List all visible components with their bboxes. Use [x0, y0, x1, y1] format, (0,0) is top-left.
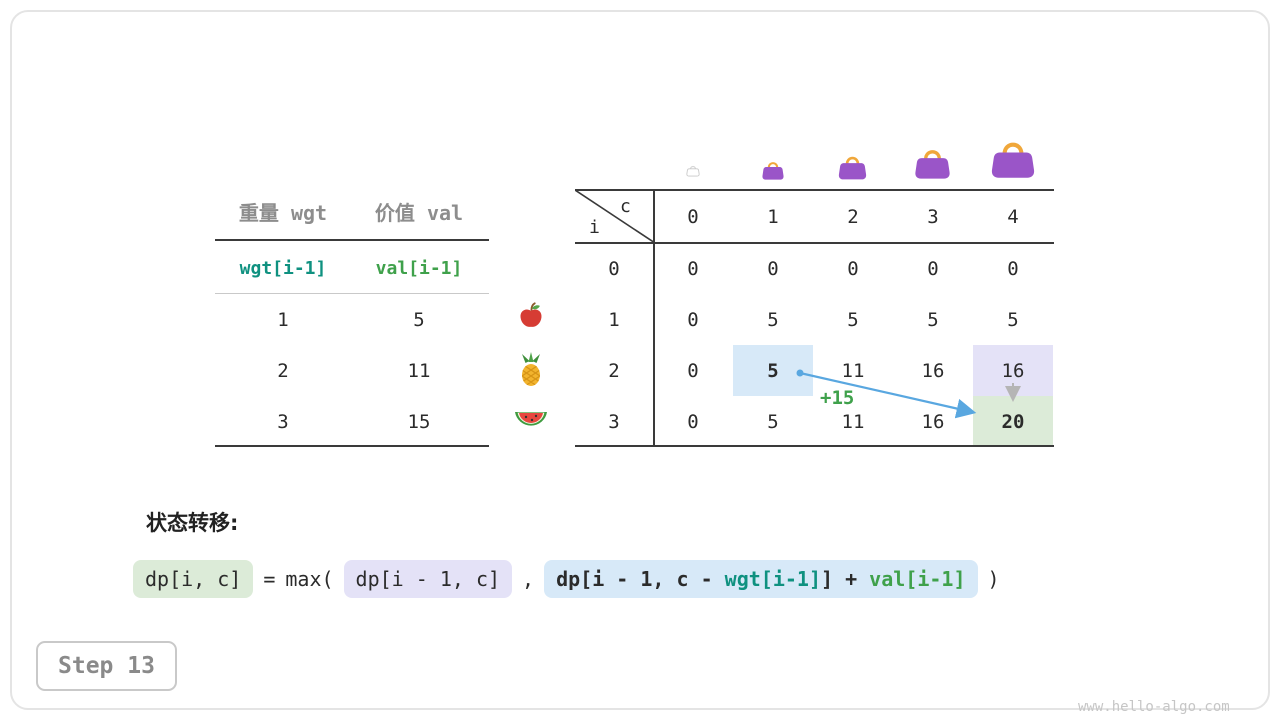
site-watermark: www.hello-algo.com — [1078, 699, 1230, 715]
weights-table-cell: 15 — [407, 410, 431, 433]
dp-row-header: 2 — [608, 359, 620, 382]
dp-cell: 0 — [927, 257, 939, 280]
weights-table-header-val: 价值 val — [374, 200, 464, 225]
dp-cell: 5 — [1007, 308, 1019, 331]
dp-cell: 0 — [687, 308, 699, 331]
bag-medium-icon — [838, 156, 867, 180]
dp-table-header-divider — [575, 242, 1054, 244]
formula-lhs-box: dp[i, c] — [133, 560, 254, 598]
dp-col-header: 2 — [847, 205, 859, 228]
formula-equals: = — [263, 567, 276, 591]
weights-table-cell: 11 — [407, 359, 431, 382]
weights-table-cell: 1 — [277, 308, 289, 331]
dp-cell: 5 — [767, 410, 779, 433]
dp-cell: 0 — [687, 410, 699, 433]
dp-table-bottom-divider — [575, 445, 1054, 447]
dp-col-header: 3 — [927, 205, 939, 228]
weights-table-var-wgt: wgt[i-1] — [239, 258, 327, 279]
formula-arg2-prefix: dp[i - 1, c - — [556, 567, 725, 591]
formula-comma: , — [522, 567, 535, 591]
dp-row-header: 3 — [608, 410, 620, 433]
formula-arg1-box: dp[i - 1, c] — [343, 560, 513, 598]
pineapple-icon — [522, 352, 540, 386]
dp-corner-i-label: i — [589, 217, 600, 238]
weights-table-cell: 5 — [413, 308, 425, 331]
dp-cell-result: 20 — [1001, 410, 1025, 433]
weights-table-var-val: val[i-1] — [375, 258, 463, 279]
dp-row-header: 1 — [608, 308, 620, 331]
dp-cell: 5 — [927, 308, 939, 331]
dp-corner-c-label: c — [620, 196, 631, 217]
empty-bag-icon — [686, 165, 700, 177]
dp-corner-diagonal — [575, 190, 655, 243]
dp-cell: 0 — [687, 257, 699, 280]
step-badge: Step 13 — [36, 641, 177, 691]
dp-cell: 16 — [921, 410, 945, 433]
transition-title: 状态转移: — [146, 511, 239, 535]
weights-table-var-divider — [215, 293, 489, 294]
formula-close-paren: ) — [987, 567, 1000, 591]
dp-table-top-divider — [575, 189, 1054, 191]
apple-icon — [520, 302, 542, 327]
dp-cell-source: 5 — [767, 359, 779, 382]
dp-col-header: 4 — [1007, 205, 1019, 228]
plus-value-annotation: +15 — [820, 387, 855, 409]
transition-formula: dp[i, c] = max( dp[i - 1, c] , dp[i - 1,… — [133, 560, 1000, 598]
watermelon-icon — [515, 412, 547, 426]
weights-table-cell: 3 — [277, 410, 289, 433]
bag-large-icon — [915, 150, 950, 179]
dp-col-header: 0 — [687, 205, 699, 228]
weights-table-header-wgt: 重量 wgt — [238, 200, 328, 225]
dp-row-header: 0 — [608, 257, 620, 280]
dp-table-vertical-divider — [653, 189, 655, 447]
dp-cell: 16 — [921, 359, 945, 382]
dp-cell: 0 — [767, 257, 779, 280]
formula-arg2-wgt: wgt[i-1] — [724, 567, 821, 591]
bag-xlarge-icon — [991, 142, 1035, 178]
bag-small-icon — [762, 162, 784, 180]
formula-arg2-mid: ] + — [821, 567, 870, 591]
dp-col-header: 1 — [767, 205, 779, 228]
weights-table-header-divider — [215, 239, 489, 241]
dp-cell: 0 — [1007, 257, 1019, 280]
dp-cell: 0 — [687, 359, 699, 382]
dp-highlight-result-cell — [973, 396, 1053, 447]
formula-max-open: max( — [285, 567, 334, 591]
dp-cell: 5 — [767, 308, 779, 331]
dp-cell: 5 — [847, 308, 859, 331]
weights-table-bottom-divider — [215, 445, 489, 447]
dp-cell-above: 16 — [1001, 359, 1025, 382]
dp-cell: 0 — [847, 257, 859, 280]
formula-arg2-box: dp[i - 1, c - wgt[i-1]] + val[i-1] — [544, 560, 978, 598]
formula-arg2-val: val[i-1] — [869, 567, 966, 591]
weights-table-cell: 2 — [277, 359, 289, 382]
dp-cell: 11 — [841, 410, 865, 433]
